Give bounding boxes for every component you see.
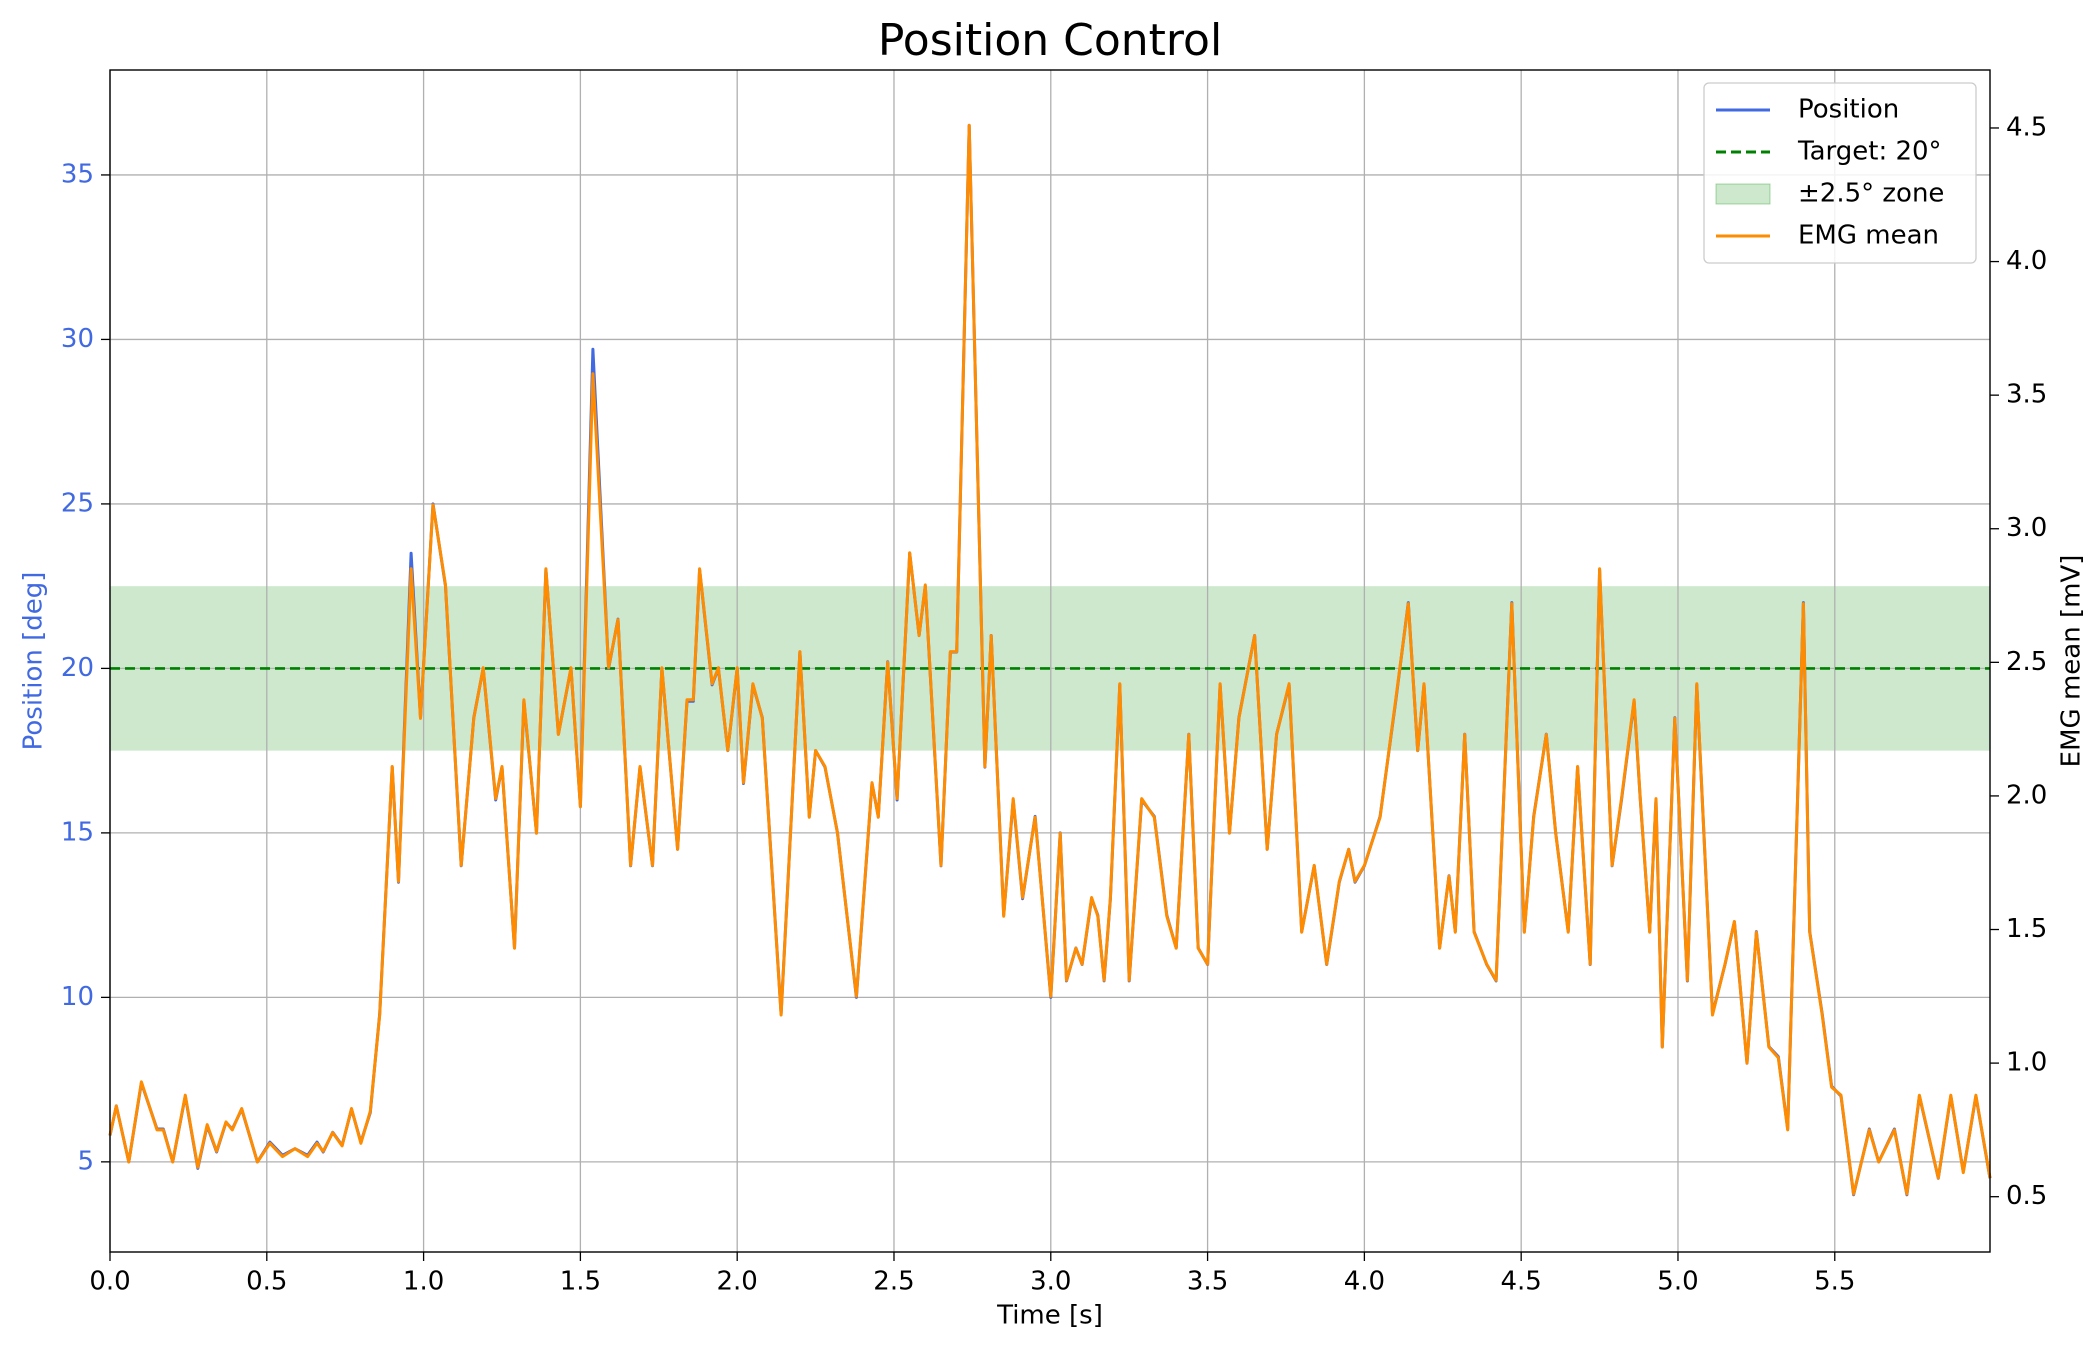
y-axis-label: Position [deg] xyxy=(19,572,49,751)
x-tick-label: 0.0 xyxy=(89,1267,130,1297)
x-tick-label: 3.5 xyxy=(1187,1267,1228,1297)
x-tick-label: 1.5 xyxy=(560,1267,601,1297)
legend: Position Target: 20° ±2.5° zone EMG mean xyxy=(1703,82,1977,264)
legend-label: ±2.5° zone xyxy=(1798,179,1944,209)
y-tick-label: 35 xyxy=(61,159,94,189)
y2-tick-label: 3.0 xyxy=(2006,513,2047,543)
x-tick-label: 4.0 xyxy=(1344,1267,1385,1297)
series-line xyxy=(108,123,1992,1196)
x-tick-label: 5.5 xyxy=(1814,1267,1855,1297)
x-axis-label: Time [s] xyxy=(996,1301,1103,1331)
y-tick-label: 15 xyxy=(61,817,94,847)
y2-tick-label: 4.5 xyxy=(2006,112,2047,142)
y2-tick-label: 4.0 xyxy=(2006,246,2047,276)
x-tick-label: 1.0 xyxy=(403,1267,444,1297)
x-tick-label: 2.0 xyxy=(717,1267,758,1297)
x-tick-label: 0.5 xyxy=(246,1267,287,1297)
x-tick-label: 5.0 xyxy=(1657,1267,1698,1297)
y2-tick-label: 2.5 xyxy=(2006,647,2047,677)
x-tick-label: 3.0 xyxy=(1030,1267,1071,1297)
x-tick-label: 2.5 xyxy=(873,1267,914,1297)
y-tick-label: 10 xyxy=(61,982,94,1012)
legend-box xyxy=(1703,82,1977,264)
y-tick-label: 25 xyxy=(61,488,94,518)
y2-axis-label: EMG mean [mV] xyxy=(2057,555,2087,768)
y-tick-label: 30 xyxy=(61,324,94,354)
y2-tick-label: 1.5 xyxy=(2006,914,2047,944)
plot-frame xyxy=(109,69,1991,1253)
y-tick-label: 20 xyxy=(61,653,94,683)
y2-tick-label: 0.5 xyxy=(2006,1181,2047,1211)
legend-label: EMG mean xyxy=(1798,221,1939,251)
y2-tick-label: 3.5 xyxy=(2006,380,2047,410)
y-tick-label: 5 xyxy=(77,1146,94,1176)
chart-title: Position Control xyxy=(878,15,1222,66)
y2-tick-label: 1.0 xyxy=(2006,1048,2047,1078)
legend-label: Position xyxy=(1798,95,1899,125)
x-tick-label: 4.5 xyxy=(1500,1267,1541,1297)
y2-tick-label: 2.0 xyxy=(2006,780,2047,810)
legend-swatch xyxy=(1715,183,1771,205)
legend-label: Target: 20° xyxy=(1797,137,1942,167)
